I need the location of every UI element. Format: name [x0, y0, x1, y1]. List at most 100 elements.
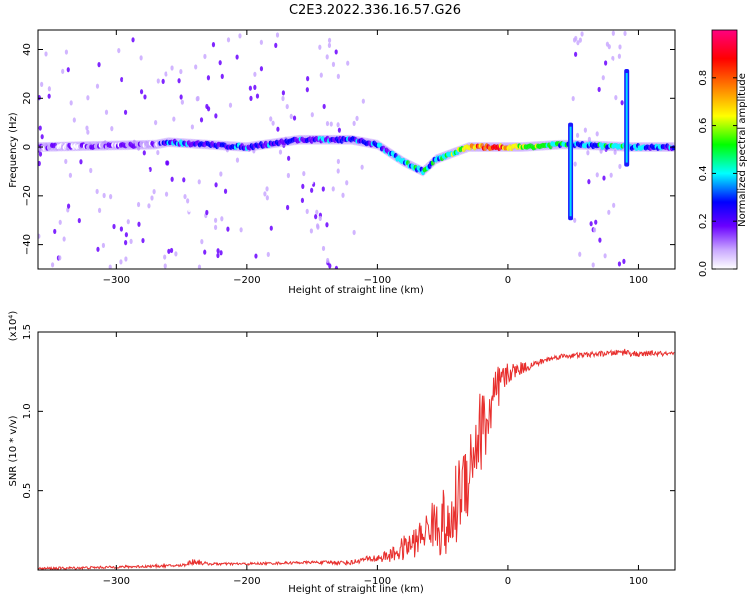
noise-cell — [167, 248, 171, 254]
noise-cell — [213, 224, 218, 231]
noise-cell — [352, 229, 356, 236]
noise-cell — [587, 136, 592, 142]
noise-cell — [209, 243, 214, 249]
noise-cell — [235, 157, 240, 163]
noise-cell — [124, 240, 128, 246]
noise-cell — [152, 189, 156, 195]
noise-cell — [275, 32, 280, 38]
noise-cell — [338, 113, 342, 119]
noise-cell — [65, 56, 69, 63]
noise-cell — [154, 206, 158, 212]
noise-cell — [45, 39, 50, 45]
noise-cell — [281, 90, 285, 96]
noise-cell — [333, 43, 338, 50]
colorbar-tick-label: 0.8 — [698, 70, 709, 86]
noise-cell — [146, 168, 150, 174]
noise-cell — [85, 125, 89, 131]
noise-cell — [589, 221, 593, 227]
noise-cell — [374, 224, 378, 230]
noise-cell — [596, 258, 600, 264]
noise-cell — [219, 171, 223, 177]
noise-cell — [251, 75, 255, 81]
noise-cell — [216, 248, 220, 254]
noise-cell — [591, 262, 595, 268]
noise-cell — [598, 237, 602, 243]
noise-cell — [64, 49, 69, 55]
noise-cell — [120, 76, 124, 83]
noise-cell — [220, 73, 224, 79]
noise-cell — [326, 257, 330, 264]
noise-cell — [346, 60, 350, 66]
x-tick-label: 100 — [629, 576, 648, 587]
noise-cell — [171, 211, 176, 217]
noise-cell — [141, 44, 145, 50]
spectrogram-x-label: Height of straight line (km) — [288, 285, 424, 296]
noise-cell — [337, 127, 342, 133]
spectrogram-heatmap — [38, 30, 675, 269]
noise-cell — [96, 246, 100, 252]
snr-y-label: SNR (10 * v/v) — [8, 415, 19, 486]
noise-cell — [97, 62, 101, 68]
noise-cell — [177, 78, 181, 84]
noise-cell — [119, 259, 123, 265]
noise-cell — [576, 40, 580, 46]
noise-cell — [137, 221, 141, 227]
noise-cell — [170, 176, 174, 182]
noise-cell — [615, 193, 619, 199]
noise-cell — [143, 94, 147, 100]
noise-cell — [240, 69, 244, 75]
noise-cell — [40, 134, 44, 140]
noise-cell — [124, 256, 128, 262]
noise-cell — [50, 262, 55, 268]
noise-cell — [108, 264, 112, 269]
noise-cell — [328, 263, 332, 269]
x-tick-label: −200 — [233, 275, 260, 286]
noise-cell — [163, 52, 167, 58]
noise-cell — [216, 252, 220, 259]
noise-cell — [578, 251, 582, 257]
noise-cell — [601, 75, 605, 81]
noise-cell — [334, 265, 339, 269]
noise-cell — [274, 42, 278, 49]
noise-cell — [586, 150, 590, 156]
noise-cell — [47, 263, 51, 269]
noise-cell — [141, 237, 145, 244]
noise-cell — [286, 204, 290, 211]
noise-cell — [194, 103, 199, 109]
noise-cell — [101, 47, 106, 53]
noise-cell — [62, 236, 66, 242]
noise-cell — [79, 48, 83, 54]
noise-cell — [617, 261, 622, 267]
x-tick-label: −100 — [364, 576, 391, 587]
noise-cell — [336, 158, 340, 165]
noise-cell — [47, 93, 51, 99]
noise-cell — [83, 133, 87, 139]
noise-cell — [271, 120, 275, 126]
noise-cell — [170, 65, 174, 71]
noise-cell — [268, 94, 272, 100]
noise-cell — [123, 109, 128, 115]
colorbar-gradient — [711, 29, 738, 270]
noise-cell — [58, 255, 62, 261]
noise-cell — [327, 42, 332, 48]
noise-cell — [355, 195, 360, 201]
noise-cell — [254, 53, 258, 59]
noise-cell — [246, 224, 250, 230]
colorbar-ticks: 0.0 0.2 0.4 0.6 0.8 — [698, 70, 737, 277]
noise-cell — [609, 51, 613, 57]
noise-cell — [95, 83, 100, 89]
noise-cell — [334, 49, 338, 55]
noise-cell — [139, 183, 144, 189]
noise-cell — [604, 60, 608, 66]
noise-cell — [235, 54, 239, 60]
noise-cell — [163, 254, 167, 260]
noise-cell — [226, 226, 230, 232]
noise-cell — [622, 258, 626, 264]
noise-cell — [269, 225, 273, 231]
noise-cell — [88, 103, 92, 109]
noise-cell — [329, 121, 333, 127]
noise-cell — [38, 125, 42, 131]
snr-panel: −300 −200 −100 0 100 0.5 1.0 1.5 Height of stra… — [8, 311, 676, 595]
chart-title: C2E3.2022.336.16.57.G26 — [289, 3, 461, 18]
noise-cell — [38, 151, 43, 157]
